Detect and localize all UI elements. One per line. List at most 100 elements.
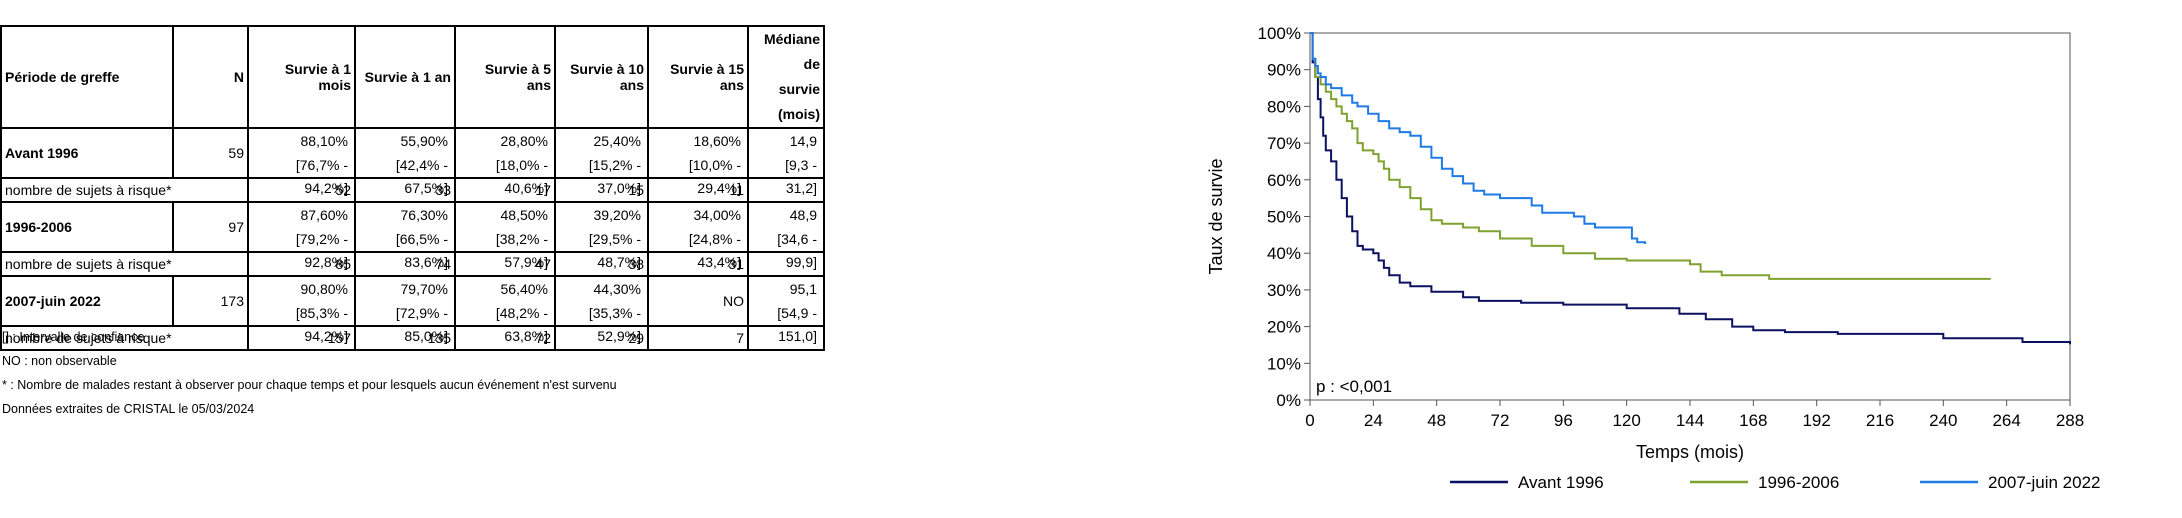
at-risk-value: 33	[354, 177, 456, 203]
header-mediane-line1: Médiane de	[763, 31, 820, 72]
survival-estimate: 18,60%	[693, 133, 741, 149]
y-tick-label: 20%	[1267, 318, 1301, 337]
table-body: Avant 1996 59 88,10% [76,7% - 94,2%] 55,90% […	[0, 127, 825, 351]
x-tick-label: 120	[1612, 411, 1640, 430]
n-cell: 97	[172, 201, 249, 253]
at-risk-value: 85	[247, 251, 356, 277]
note-at-risk-definition: * : Nombre de malades restant à observer…	[2, 378, 617, 392]
x-tick-label: 24	[1364, 411, 1383, 430]
survival-cell: 95,1 [54,9 - 151,0]	[747, 275, 825, 344]
survival-cell: 14,9 [9,3 - 31,2]	[747, 127, 825, 196]
survival-estimate: 44,30%	[593, 281, 641, 297]
note-non-observable: NO : non observable	[2, 354, 117, 368]
x-tick-label: 96	[1554, 411, 1573, 430]
x-tick-label: 48	[1427, 411, 1446, 430]
survival-estimate: 88,10%	[300, 133, 348, 149]
survival-cell: 28,80% [18,0% - 40,6%]	[454, 127, 556, 196]
confidence-interval: [18,0% - 40,6%]	[495, 157, 548, 196]
period-cell: 2007-juin 2022	[0, 275, 174, 327]
at-risk-row: nombre de sujets à risque* 157 135 72 29 7	[0, 325, 825, 351]
survival-cell: 48,9 [34,6 - 99,9]	[747, 201, 825, 270]
survival-cell: 48,50% [38,2% - 57,9%]	[454, 201, 556, 270]
plot-frame	[1309, 32, 2071, 401]
at-risk-value: 157	[247, 325, 356, 351]
header-n: N	[172, 25, 249, 129]
survival-estimate: 79,70%	[400, 281, 448, 297]
header-10-ans: Survie à 10 ans	[554, 25, 649, 129]
survival-estimate: 48,9	[789, 207, 817, 223]
survival-estimate: 56,40%	[500, 281, 548, 297]
y-tick-label: 50%	[1267, 208, 1301, 227]
header-1-an: Survie à 1 an	[354, 25, 456, 129]
series-line-2	[1310, 32, 1647, 244]
confidence-interval: [42,4% - 67,5%]	[395, 157, 448, 196]
confidence-interval: [76,7% - 94,2%]	[295, 157, 348, 196]
at-risk-value: 47	[454, 251, 556, 277]
x-tick-label: 288	[2056, 411, 2084, 430]
y-tick-label: 100%	[1258, 24, 1301, 43]
at-risk-label: nombre de sujets à risque*	[0, 251, 249, 277]
survival-cell: 56,40% [48,2% - 63,8%]	[454, 275, 556, 344]
confidence-interval: [34,6 - 99,9]	[777, 231, 817, 270]
at-risk-value: 15	[554, 177, 649, 203]
confidence-interval: [54,9 - 151,0]	[777, 305, 817, 344]
period-cell: 1996-2006	[0, 201, 174, 253]
survival-cell: 18,60% [10,0% - 29,4%]	[647, 127, 749, 196]
at-risk-value: 29	[554, 325, 649, 351]
survival-estimate: 55,90%	[400, 133, 448, 149]
at-risk-label: nombre de sujets à risque*	[0, 177, 249, 203]
at-risk-row: nombre de sujets à risque* 52 33 17 15 11	[0, 177, 825, 203]
survival-estimate: 87,60%	[300, 207, 348, 223]
survival-cell: 79,70% [72,9% - 85,0%]	[354, 275, 456, 344]
x-axis-title: Temps (mois)	[1636, 442, 1744, 462]
survival-estimate: 76,30%	[400, 207, 448, 223]
at-risk-empty-cell	[747, 177, 825, 203]
confidence-interval: [38,2% - 57,9%]	[495, 231, 548, 270]
survival-estimate: 95,1	[789, 281, 817, 297]
at-risk-value: 38	[554, 251, 649, 277]
header-periode: Période de greffe	[0, 25, 174, 129]
at-risk-value: 17	[454, 177, 556, 203]
series-line-0	[1310, 32, 2071, 345]
y-tick-label: 80%	[1267, 97, 1301, 116]
survival-cell: 55,90% [42,4% - 67,5%]	[354, 127, 456, 196]
at-risk-row: nombre de sujets à risque* 85 74 47 38 31	[0, 251, 825, 277]
at-risk-value: 72	[454, 325, 556, 351]
x-tick-label: 72	[1491, 411, 1510, 430]
at-risk-value: 52	[247, 177, 356, 203]
at-risk-value: 7	[647, 325, 749, 351]
x-tick-label: 144	[1676, 411, 1704, 430]
x-tick-label: 264	[1992, 411, 2020, 430]
x-tick-label: 216	[1866, 411, 1894, 430]
survival-estimate: 28,80%	[500, 133, 548, 149]
at-risk-value: 135	[354, 325, 456, 351]
legend-label-0: Avant 1996	[1518, 473, 1604, 492]
y-tick-label: 10%	[1267, 354, 1301, 373]
survival-estimate: 25,40%	[593, 133, 641, 149]
y-tick-label: 30%	[1267, 281, 1301, 300]
y-tick-label: 70%	[1267, 134, 1301, 153]
survival-estimate: 14,9	[789, 133, 817, 149]
note-confidence-interval: [] : Intervalle de confiance	[2, 330, 145, 344]
survival-estimate: 90,80%	[300, 281, 348, 297]
at-risk-empty-cell	[747, 325, 825, 351]
x-tick-label: 240	[1929, 411, 1957, 430]
confidence-interval: [66,5% - 83,6%]	[395, 231, 448, 270]
x-tick-label: 168	[1739, 411, 1767, 430]
table-row: 1996-2006 97 87,60% [79,2% - 92,8%] 76,30% [6…	[0, 201, 825, 270]
survival-cell: 87,60% [79,2% - 92,8%]	[247, 201, 356, 270]
survival-cell: 76,30% [66,5% - 83,6%]	[354, 201, 456, 270]
table-row: 2007-juin 2022 173 90,80% [85,3% - 94,2%] 79…	[0, 275, 825, 344]
table-header-row: Période de greffe N Survie à 1 mois Surv…	[0, 25, 825, 129]
note-data-source: Données extraites de CRISTAL le 05/03/20…	[2, 402, 255, 416]
at-risk-empty-cell	[747, 251, 825, 277]
n-cell: 59	[172, 127, 249, 179]
confidence-interval: [29,5% - 48,7%]	[588, 231, 641, 270]
survival-estimate: 48,50%	[500, 207, 548, 223]
y-tick-label: 90%	[1267, 61, 1301, 80]
at-risk-value: 31	[647, 251, 749, 277]
confidence-interval: [48,2% - 63,8%]	[495, 305, 548, 344]
at-risk-label: nombre de sujets à risque*	[0, 325, 249, 351]
table-row: Avant 1996 59 88,10% [76,7% - 94,2%] 55,90% […	[0, 127, 825, 196]
survival-cell: NO	[647, 275, 749, 327]
